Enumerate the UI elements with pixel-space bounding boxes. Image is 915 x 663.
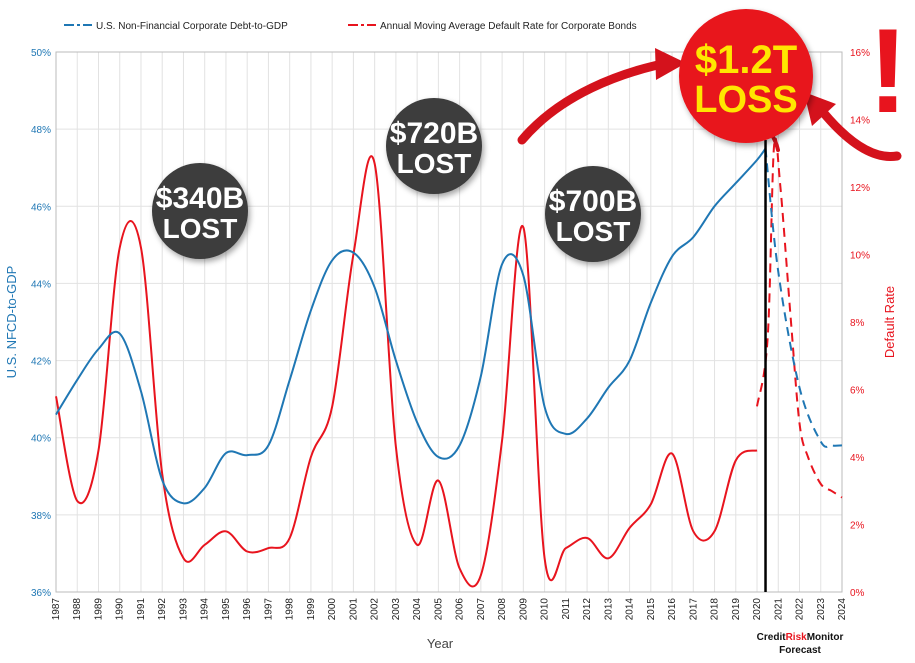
legend: U.S. Non-Financial Corporate Debt-to-GDP… [64, 21, 637, 32]
x-tick-label: 2000 [327, 598, 338, 621]
series-default-rate-forecast [756, 137, 843, 499]
left-tick-label: 48% [31, 125, 51, 136]
left-tick-label: 42% [31, 357, 51, 368]
left-tick-label: 36% [31, 588, 51, 599]
bubble-340b-circle [152, 163, 248, 259]
x-tick-label: 2019 [731, 598, 742, 621]
bubble-720b: $720B LOST [386, 98, 482, 194]
x-tick-label: 1997 [263, 598, 274, 621]
bubble-1-2t-loss: $1.2T LOSS [679, 9, 813, 143]
plot-frame [55, 51, 843, 593]
x-tick-label: 2010 [540, 598, 551, 621]
x-tick-label: 2006 [455, 598, 466, 621]
x-tick-label: 1989 [93, 598, 104, 621]
right-tick-label: 10% [850, 251, 870, 262]
right-axis-ticks: 0% 2% 4% 6% 8% 10% 12% 14% 16% [850, 48, 870, 599]
x-tick-label: 2001 [348, 598, 359, 621]
left-axis-ticks: 36% 38% 40% 42% 44% 46% 48% 50% [31, 48, 51, 599]
x-axis-title: Year [427, 636, 454, 651]
right-tick-label: 6% [850, 386, 865, 397]
x-tick-label: 2014 [625, 598, 636, 621]
left-tick-label: 38% [31, 511, 51, 522]
x-tick-label: 2024 [837, 598, 848, 621]
x-tick-label: 2020 [752, 598, 763, 621]
bubble-340b: $340B LOST [152, 163, 248, 259]
series-default-rate [55, 155, 758, 588]
right-tick-label: 12% [850, 183, 870, 194]
brand-word-monitor: Monitor [807, 632, 844, 643]
exclamation-mark: ! [868, 4, 908, 138]
x-tick-label: 2007 [476, 598, 487, 621]
x-tick-label: 1995 [221, 598, 232, 621]
x-tick-label: 1988 [72, 598, 83, 621]
series-debt-to-gdp [55, 147, 767, 505]
right-tick-label: 0% [850, 588, 865, 599]
brand-word-risk: Risk [786, 632, 808, 643]
x-tick-label: 1993 [178, 598, 189, 621]
x-tick-label: 1994 [200, 598, 211, 621]
x-tick-label: 2015 [646, 598, 657, 621]
brand-word-credit: Credit [757, 632, 787, 643]
x-tick-label: 1999 [306, 598, 317, 621]
legend-label-debt: U.S. Non-Financial Corporate Debt-to-GDP [96, 21, 288, 32]
x-tick-label: 1987 [51, 598, 62, 621]
x-tick-label: 2002 [370, 598, 381, 621]
x-tick-label: 1998 [285, 598, 296, 621]
right-tick-label: 8% [850, 318, 865, 329]
brand-subtitle: Forecast [779, 645, 821, 656]
x-tick-label: 2017 [688, 598, 699, 621]
left-tick-label: 50% [31, 48, 51, 59]
left-tick-label: 44% [31, 279, 51, 290]
right-tick-label: 4% [850, 453, 865, 464]
bubble-700b-line1: $700B [549, 185, 637, 218]
x-tick-label: 1991 [136, 598, 147, 621]
x-tick-label: 1996 [242, 598, 253, 621]
x-tick-label: 2008 [497, 598, 508, 621]
x-tick-label: 2004 [412, 598, 423, 621]
x-tick-label: 2016 [667, 598, 678, 621]
legend-label-default: Annual Moving Average Default Rate for C… [380, 21, 637, 32]
right-axis-title: Default Rate [882, 286, 897, 358]
x-tick-label: 2018 [710, 598, 721, 621]
bubble-340b-line1: $340B [156, 182, 244, 215]
x-tick-label: 2005 [433, 598, 444, 621]
left-axis-title: U.S. NFCD-to-GDP [4, 266, 19, 379]
x-tick-label: 1990 [115, 598, 126, 621]
x-tick-label: 2003 [391, 598, 402, 621]
x-tick-label: 2023 [816, 598, 827, 621]
arrow-right-head [804, 92, 836, 126]
left-tick-label: 40% [31, 434, 51, 445]
arrow-left-stroke [517, 57, 677, 145]
x-tick-label: 2009 [518, 598, 529, 621]
arrow-right-stroke [813, 101, 902, 161]
x-tick-label: 2011 [561, 598, 572, 620]
bubble-720b-line1: $720B [390, 117, 478, 150]
bubble-1-2t-line1: $1.2T [695, 38, 797, 82]
x-tick-label: 1992 [157, 598, 168, 621]
right-tick-label: 16% [850, 48, 870, 59]
right-tick-label: 2% [850, 521, 865, 532]
bubble-720b-line2: LOST [397, 148, 472, 179]
arrow-left-head [655, 48, 686, 80]
bubble-720b-circle [386, 98, 482, 194]
right-tick-label: 14% [850, 116, 870, 127]
bubble-1-2t-circle [679, 9, 813, 143]
bubble-700b-line2: LOST [556, 216, 631, 247]
brand-logo: CreditRiskMonitor [757, 632, 844, 643]
bubble-340b-line2: LOST [163, 213, 238, 244]
left-tick-label: 46% [31, 202, 51, 213]
x-tick-label: 2022 [795, 598, 806, 621]
series-debt-to-gdp-forecast [764, 148, 843, 448]
x-tick-label: 2012 [582, 598, 593, 621]
x-axis-ticks: 1987 1988 1989 1990 1991 1992 1993 1994 1995 1996… [51, 598, 848, 621]
bubble-700b: $700B LOST [545, 166, 641, 262]
x-tick-label: 2013 [603, 598, 614, 621]
bubble-1-2t-line2: LOSS [694, 79, 797, 121]
bubble-700b-circle [545, 166, 641, 262]
x-tick-label: 2021 [773, 598, 784, 621]
